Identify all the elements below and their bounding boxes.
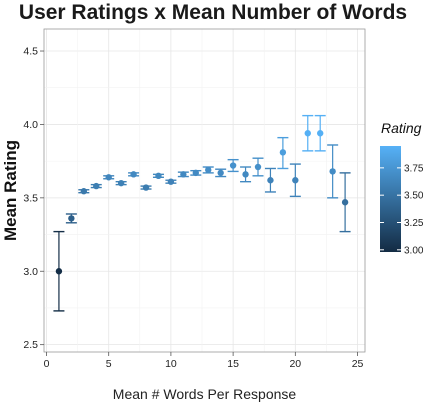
x-tick-label: 0 xyxy=(44,358,50,370)
plot-background xyxy=(44,29,365,352)
legend-label: 3.75 xyxy=(404,163,424,174)
data-point xyxy=(68,215,75,222)
data-point xyxy=(304,130,311,137)
grid-lines xyxy=(44,29,365,352)
legend: Rating 3.75 3.50 3.25 3.00 xyxy=(380,120,424,256)
data-point xyxy=(142,184,150,191)
x-tick-label: 15 xyxy=(227,358,239,370)
x-tick-label: 25 xyxy=(352,358,364,370)
plot-border xyxy=(43,28,366,353)
data-point xyxy=(329,168,336,175)
x-tick-label: 10 xyxy=(165,358,177,370)
data-point xyxy=(105,174,112,181)
data-point xyxy=(341,199,349,206)
data-point xyxy=(192,169,199,177)
data-point xyxy=(242,171,249,178)
data-point xyxy=(117,179,125,187)
data-point xyxy=(80,188,88,195)
data-point xyxy=(180,171,187,178)
y-tick-label: 4.0 xyxy=(23,119,38,131)
data-point xyxy=(279,149,287,156)
chart-title: User Ratings x Mean Number of Words xyxy=(18,1,408,24)
y-axis-title: Mean Rating xyxy=(1,140,20,241)
y-tick-label: 2.5 xyxy=(23,339,38,351)
data-point xyxy=(167,178,175,185)
x-tick-label: 5 xyxy=(106,358,112,370)
y-tick-label: 4.5 xyxy=(23,46,38,58)
y-tick-label: 3.0 xyxy=(23,266,38,278)
data-point xyxy=(267,177,274,184)
data-point xyxy=(155,172,162,180)
legend-ticks: 3.75 3.50 3.25 3.00 xyxy=(380,163,424,256)
y-tick-label: 3.5 xyxy=(23,192,38,204)
legend-label: 3.00 xyxy=(404,245,424,256)
data-point xyxy=(93,182,100,190)
data-point xyxy=(55,268,63,275)
data-point xyxy=(217,169,224,177)
data-points xyxy=(55,130,349,275)
legend-title: Rating xyxy=(381,120,422,136)
axis-ticks: 0 5 10 15 20 25 2.5 3.0 3.5 4.0 4.5 xyxy=(23,46,363,370)
data-point xyxy=(317,130,324,137)
x-axis-title: Mean # Words Per Response xyxy=(113,386,297,402)
x-tick-label: 20 xyxy=(289,358,301,370)
legend-label: 3.25 xyxy=(404,218,424,229)
legend-label: 3.50 xyxy=(404,191,424,202)
data-point xyxy=(130,171,137,178)
data-point xyxy=(229,162,237,169)
data-point xyxy=(292,177,299,184)
data-point xyxy=(205,166,212,174)
data-point xyxy=(254,163,262,171)
legend-colorbar xyxy=(380,146,401,252)
